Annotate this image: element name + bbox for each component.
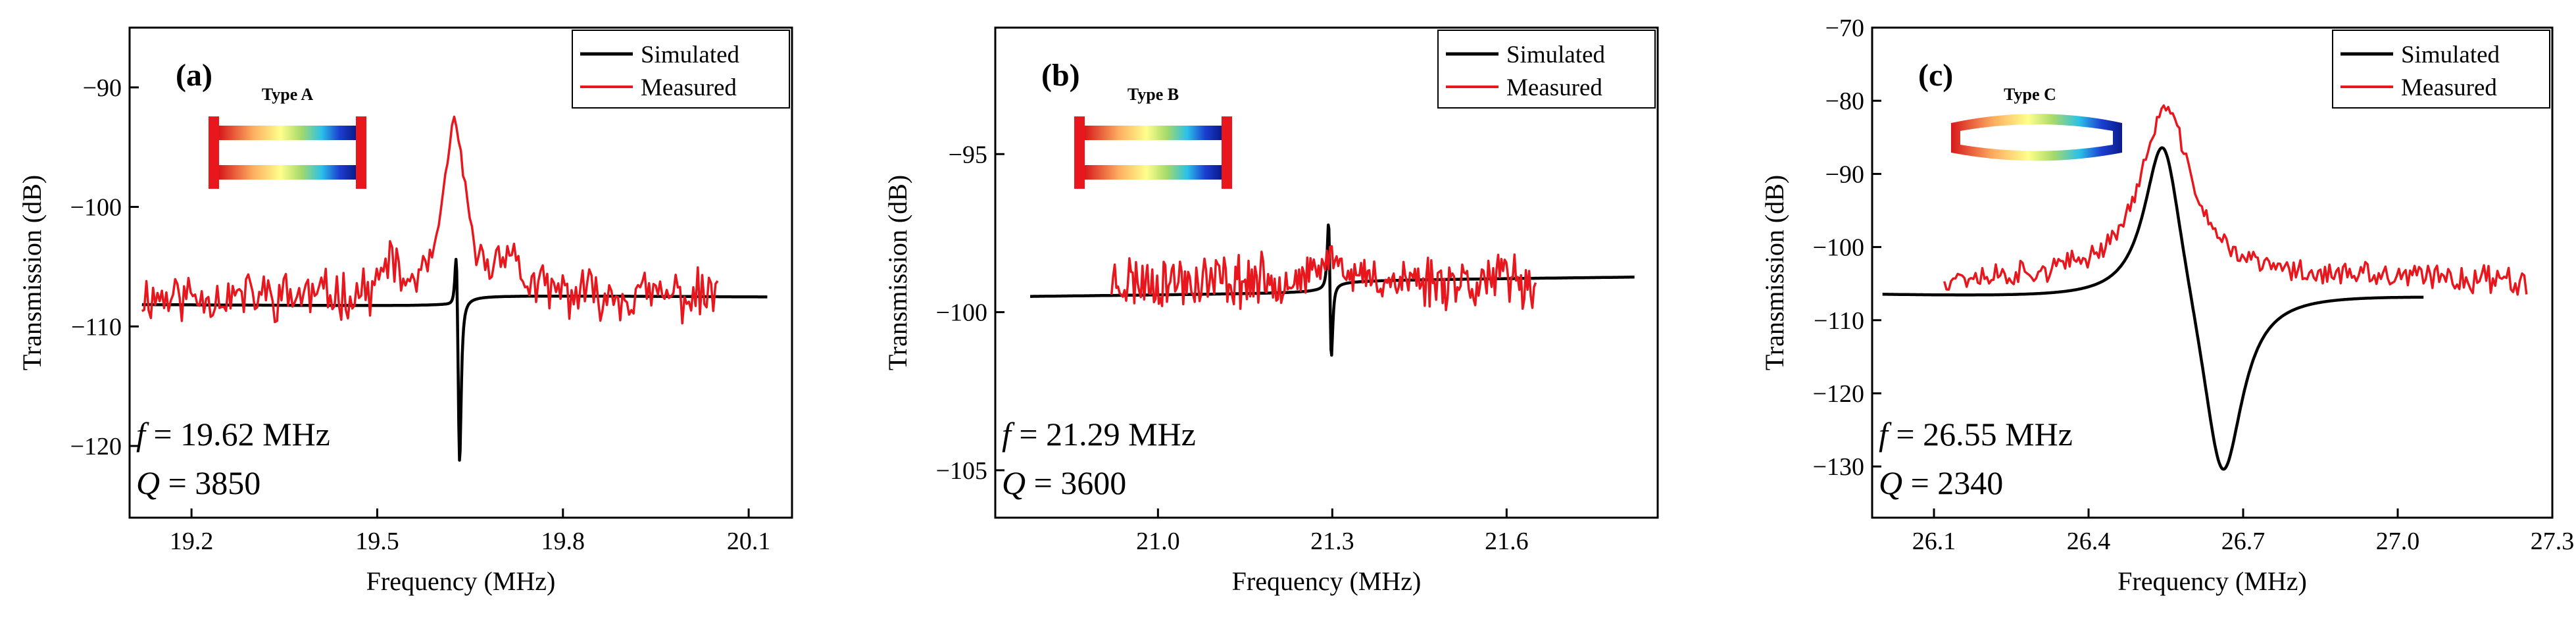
legend-label-measured: Measured bbox=[641, 74, 737, 101]
plot-frame bbox=[1871, 26, 2554, 519]
legend-label-simulated: Simulated bbox=[641, 41, 740, 68]
mode-type-label: Type B bbox=[1127, 85, 1179, 104]
y-tick-label: −100 bbox=[936, 299, 987, 327]
y-tick-label: −100 bbox=[1813, 234, 1864, 262]
x-tick-label: 21.0 bbox=[1136, 528, 1180, 555]
mode-shape-anchor-right bbox=[356, 116, 366, 189]
x-axis-title: Frequency (MHz) bbox=[2118, 566, 2307, 596]
mode-shape-anchor-right bbox=[1222, 116, 1232, 189]
series-line-measured bbox=[1943, 104, 2528, 296]
y-axis-title: Transmission (dB) bbox=[1760, 175, 1789, 370]
x-tick-label: 20.1 bbox=[727, 528, 771, 555]
y-tick-label: −70 bbox=[1825, 14, 1864, 42]
y-tick-label: −130 bbox=[1813, 453, 1864, 481]
x-tick-label: 19.2 bbox=[170, 528, 214, 555]
mode-type-label: Type A bbox=[262, 85, 313, 104]
annotation-frequency-value: = 26.55 MHz bbox=[1888, 416, 2073, 453]
chart-panel-3: 26.1 26.4 26.7 27.0 27.3 −130 −120 −110 −100 −90 −… bbox=[1760, 14, 2574, 596]
y-tick-label: −110 bbox=[1814, 307, 1864, 335]
y-tick-label: −105 bbox=[936, 457, 987, 485]
annotation-quality-value: = 3850 bbox=[160, 464, 260, 501]
annotation-frequency-value: = 21.29 MHz bbox=[1011, 416, 1196, 453]
annotation-frequency-value: = 19.62 MHz bbox=[145, 416, 330, 453]
annotation-quality-symbol: Q bbox=[136, 464, 160, 501]
annotation-frequency: f = 21.29 MHz bbox=[1002, 416, 1196, 453]
panel-label: (a) bbox=[176, 58, 212, 93]
legend-box bbox=[2332, 30, 2550, 109]
panel-label: (b) bbox=[1041, 58, 1080, 93]
x-tick-label: 21.3 bbox=[1310, 528, 1354, 555]
chart-panel-2: 21.0 21.3 21.6 −105 −100 −95 Frequency (MHz) Tr… bbox=[883, 26, 1659, 596]
x-axis-title: Frequency (MHz) bbox=[1232, 566, 1422, 596]
plot-frame bbox=[994, 26, 1659, 519]
x-axis-title: Frequency (MHz) bbox=[366, 566, 556, 596]
mode-shape-beam-bottom bbox=[219, 165, 356, 180]
mode-shape-beam-top bbox=[1085, 126, 1222, 140]
x-tick-label: 26.4 bbox=[2067, 528, 2111, 555]
y-tick-label: −90 bbox=[83, 74, 122, 102]
mode-shape-anchor-left bbox=[1074, 116, 1085, 189]
plot-frame bbox=[128, 26, 793, 519]
x-tick-label: 19.8 bbox=[541, 528, 585, 555]
x-tick-label: 27.3 bbox=[2531, 528, 2575, 555]
mode-shape-ring-inner bbox=[1960, 124, 2113, 151]
y-tick-label: −80 bbox=[1825, 87, 1864, 115]
legend-box bbox=[572, 30, 790, 109]
annotation-quality-symbol: Q bbox=[1879, 464, 1902, 501]
x-tick-label: 27.0 bbox=[2376, 528, 2420, 555]
annotation-quality: Q = 3600 bbox=[1002, 464, 1126, 501]
annotation-quality: Q = 3850 bbox=[136, 464, 260, 501]
series-line-simulated bbox=[1881, 146, 2425, 471]
mode-shape-anchor-left bbox=[209, 116, 219, 189]
y-axis-title: Transmission (dB) bbox=[883, 175, 912, 370]
legend-label-measured: Measured bbox=[1506, 74, 1602, 101]
series-line-simulated bbox=[1029, 223, 1635, 357]
y-tick-label: −110 bbox=[71, 313, 122, 341]
mode-shape-inset bbox=[209, 116, 366, 189]
y-tick-label: −120 bbox=[1813, 380, 1864, 408]
annotation-quality-symbol: Q bbox=[1002, 464, 1026, 501]
mode-shape-beam-bottom bbox=[1085, 165, 1222, 180]
series-line-measured bbox=[1110, 245, 1537, 312]
annotation-quality: Q = 2340 bbox=[1879, 464, 2003, 501]
x-tick-label: 26.7 bbox=[2221, 528, 2266, 555]
panel-label: (c) bbox=[1918, 58, 1953, 93]
annotation-quality-value: = 3600 bbox=[1026, 464, 1126, 501]
legend-box bbox=[1437, 30, 1656, 109]
x-tick-label: 21.6 bbox=[1485, 528, 1529, 555]
legend-label-measured: Measured bbox=[2401, 74, 2497, 101]
mode-type-label: Type C bbox=[2004, 85, 2056, 104]
y-tick-label: −90 bbox=[1825, 160, 1864, 188]
y-tick-label: −100 bbox=[70, 194, 122, 222]
series-line-measured bbox=[141, 115, 719, 325]
legend-label-simulated: Simulated bbox=[2401, 41, 2500, 68]
annotation-frequency: f = 19.62 MHz bbox=[136, 416, 330, 453]
mode-shape-inset bbox=[1074, 116, 1232, 189]
x-tick-label: 19.5 bbox=[355, 528, 399, 555]
annotation-frequency: f = 26.55 MHz bbox=[1879, 416, 2073, 453]
y-tick-label: −120 bbox=[70, 433, 122, 460]
y-tick-label: −95 bbox=[949, 141, 987, 168]
legend-label-simulated: Simulated bbox=[1506, 41, 1606, 68]
y-axis-title: Transmission (dB) bbox=[17, 175, 47, 370]
chart-panel-1: 19.2 19.5 19.8 20.1 −120 −110 −100 −90 Frequency… bbox=[17, 26, 793, 596]
x-tick-label: 26.1 bbox=[1912, 528, 1956, 555]
annotation-quality-value: = 2340 bbox=[1902, 464, 2003, 501]
mode-shape-beam-top bbox=[219, 126, 356, 140]
mode-shape-inset bbox=[1951, 114, 2122, 161]
